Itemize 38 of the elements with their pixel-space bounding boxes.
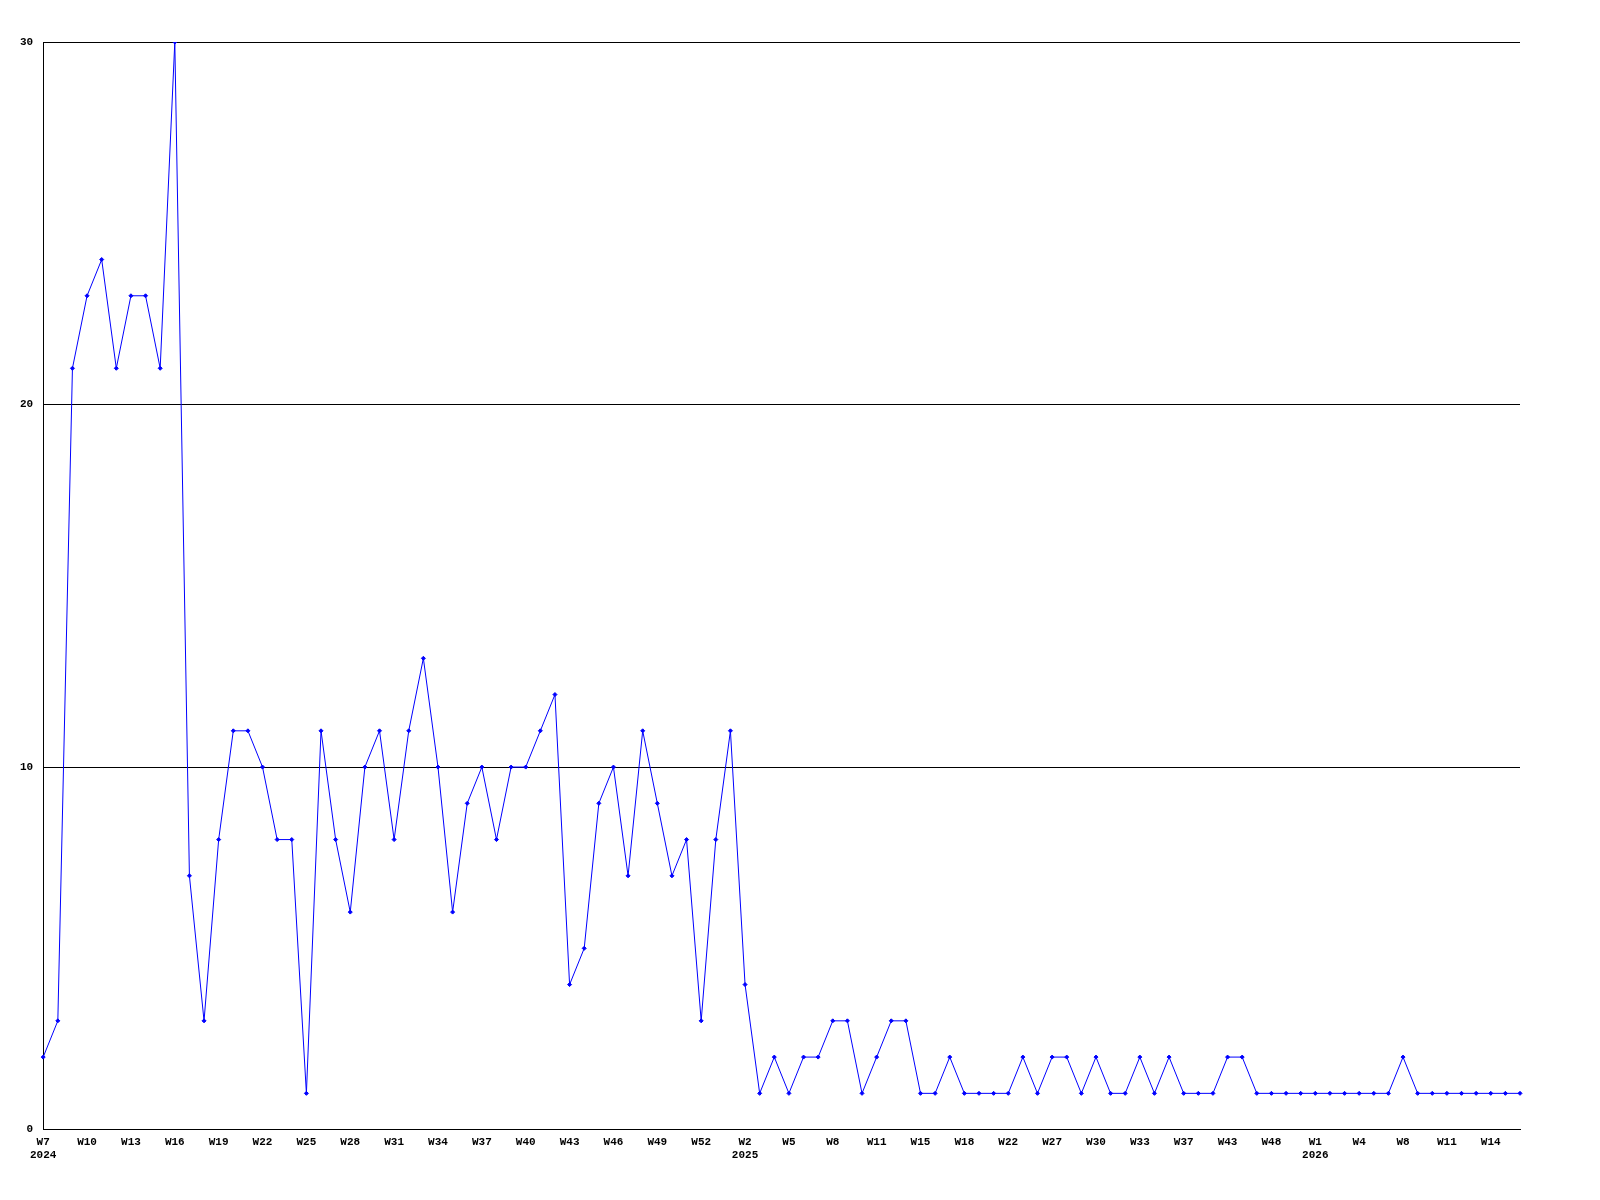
- x-tick-label: W11: [1436, 1135, 1458, 1148]
- x-tick-label: W11: [866, 1135, 887, 1148]
- x-tick-label: W25: [296, 1135, 317, 1148]
- x-tick-label: W1 2026: [1302, 1135, 1329, 1162]
- x-tick-label: W8: [1396, 1135, 1411, 1148]
- x-tick-label: W22: [252, 1135, 273, 1148]
- x-tick-label: W46: [603, 1135, 624, 1148]
- x-tick-label: W33: [1129, 1135, 1151, 1148]
- x-tick-label: W43: [1217, 1135, 1238, 1148]
- x-tick-label: W40: [515, 1135, 536, 1148]
- x-tick-label: W18: [954, 1135, 975, 1148]
- x-tick-label: W37: [471, 1135, 492, 1148]
- y-tick-label: 0: [26, 1123, 34, 1136]
- y-tick-label: 10: [20, 760, 34, 773]
- x-tick-label: W52: [691, 1135, 712, 1148]
- x-tick-label: W5: [782, 1135, 796, 1148]
- x-tick-label: W15: [910, 1135, 931, 1148]
- x-tick-label: W34: [428, 1135, 449, 1148]
- x-tick-label: W43: [559, 1135, 580, 1148]
- x-tick-label: W7 2024: [30, 1135, 57, 1162]
- x-tick-label: W27: [1042, 1135, 1063, 1148]
- y-tick-label: 20: [20, 398, 34, 411]
- x-tick-label: W37: [1173, 1135, 1194, 1148]
- x-tick-label: W28: [340, 1135, 361, 1148]
- x-tick-label: W4: [1352, 1135, 1367, 1148]
- x-tick-label: W2 2025: [731, 1135, 759, 1162]
- x-tick-label: W48: [1261, 1135, 1282, 1148]
- x-tick-label: W22: [998, 1135, 1019, 1148]
- x-tick-label: W19: [208, 1135, 229, 1148]
- x-tick-label: W31: [384, 1135, 405, 1148]
- x-tick-label: W8: [826, 1135, 840, 1148]
- x-tick-label: W49: [647, 1135, 668, 1148]
- x-tick-label: W13: [121, 1135, 142, 1148]
- x-tick-label: W30: [1086, 1135, 1106, 1148]
- x-tick-label: W14: [1480, 1135, 1502, 1148]
- x-tick-label: W16: [164, 1135, 185, 1148]
- x-tick-label: W10: [77, 1135, 97, 1148]
- y-tick-label: 30: [20, 35, 34, 48]
